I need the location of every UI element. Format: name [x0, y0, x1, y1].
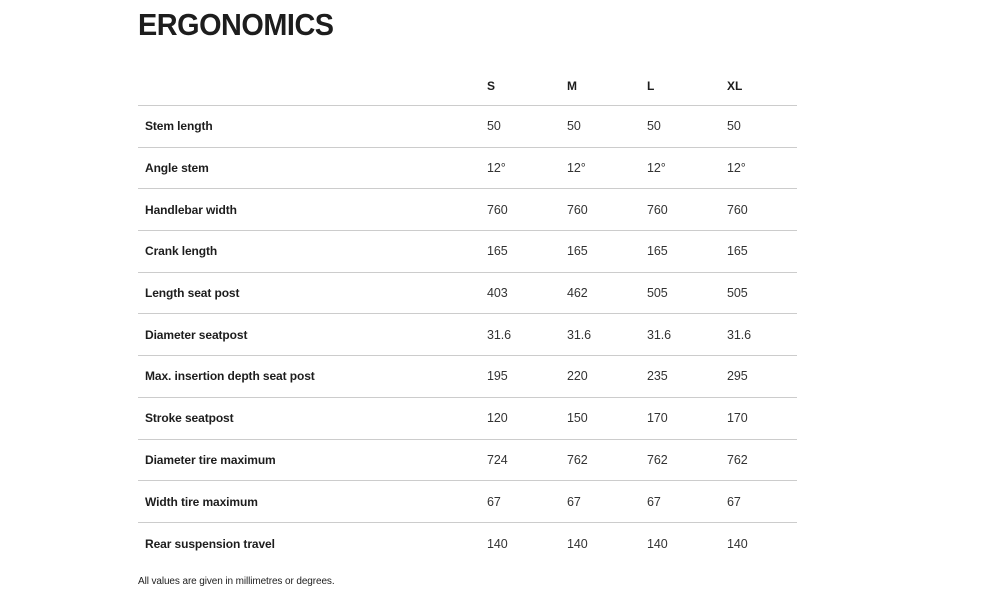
cell-value: 165 — [727, 244, 748, 259]
cell-value: 170 — [727, 411, 748, 426]
cell-value: 50 — [647, 119, 661, 134]
table-row: Max. insertion depth seat post 195 220 235 2… — [138, 356, 797, 398]
cell-value: 150 — [567, 411, 588, 426]
cell-value: 165 — [567, 244, 588, 259]
cell-value: 67 — [487, 494, 501, 509]
cell-value: 12° — [727, 161, 746, 176]
cell-value: 220 — [567, 369, 588, 384]
table-row: Rear suspension travel 140 140 140 140 — [138, 523, 797, 565]
table-row: Diameter tire maximum 724 762 762 762 — [138, 440, 797, 482]
cell-value: 295 — [727, 369, 748, 384]
row-label: Width tire maximum — [145, 494, 258, 509]
cell-value: 170 — [647, 411, 668, 426]
cell-value: 67 — [647, 494, 661, 509]
cell-value: 12° — [487, 161, 506, 176]
cell-value: 505 — [727, 286, 748, 301]
cell-value: 140 — [567, 536, 588, 551]
cell-value: 165 — [487, 244, 508, 259]
cell-value: 12° — [567, 161, 586, 176]
cell-value: 403 — [487, 286, 508, 301]
footnote: All values are given in millimetres or d… — [138, 576, 335, 587]
cell-value: 31.6 — [567, 327, 591, 342]
cell-value: 140 — [647, 536, 668, 551]
column-header-m: M — [567, 78, 577, 93]
cell-value: 67 — [727, 494, 741, 509]
row-label: Max. insertion depth seat post — [145, 369, 315, 384]
cell-value: 760 — [647, 202, 668, 217]
row-label: Diameter tire maximum — [145, 452, 276, 467]
table-row: Crank length 165 165 165 165 — [138, 231, 797, 273]
page-title: ERGONOMICS — [138, 7, 334, 42]
cell-value: 120 — [487, 411, 508, 426]
cell-value: 140 — [727, 536, 748, 551]
table-header-row: S M L XL — [138, 66, 797, 106]
row-label: Rear suspension travel — [145, 536, 275, 551]
cell-value: 195 — [487, 369, 508, 384]
cell-value: 760 — [487, 202, 508, 217]
table-row: Stem length 50 50 50 50 — [138, 106, 797, 148]
cell-value: 235 — [647, 369, 668, 384]
table-row: Diameter seatpost 31.6 31.6 31.6 31.6 — [138, 314, 797, 357]
column-header-l: L — [647, 78, 655, 93]
cell-value: 50 — [487, 119, 501, 134]
cell-value: 31.6 — [727, 327, 751, 342]
cell-value: 462 — [567, 286, 588, 301]
row-label: Handlebar width — [145, 202, 237, 217]
cell-value: 50 — [727, 119, 741, 134]
cell-value: 165 — [647, 244, 668, 259]
row-label: Diameter seatpost — [145, 327, 248, 342]
table-row: Handlebar width 760 760 760 760 — [138, 189, 797, 232]
row-label: Length seat post — [145, 286, 240, 301]
column-header-xl: XL — [727, 78, 743, 93]
row-label: Stem length — [145, 119, 213, 134]
cell-value: 762 — [647, 452, 668, 467]
cell-value: 50 — [567, 119, 581, 134]
table-row: Width tire maximum 67 67 67 67 — [138, 481, 797, 523]
row-label: Angle stem — [145, 161, 209, 176]
table-row: Angle stem 12° 12° 12° 12° — [138, 148, 797, 190]
cell-value: 31.6 — [487, 327, 511, 342]
cell-value: 724 — [487, 452, 508, 467]
ergonomics-table: S M L XL Stem length 50 50 50 50 Angle stem 12… — [138, 66, 797, 565]
table-row: Stroke seatpost 120 150 170 170 — [138, 398, 797, 440]
cell-value: 505 — [647, 286, 668, 301]
cell-value: 31.6 — [647, 327, 671, 342]
row-label: Crank length — [145, 244, 218, 259]
cell-value: 760 — [727, 202, 748, 217]
table-body: Stem length 50 50 50 50 Angle stem 12° 12° 12° 12… — [138, 106, 797, 565]
cell-value: 140 — [487, 536, 508, 551]
table-row: Length seat post 403 462 505 505 — [138, 273, 797, 315]
column-header-s: S — [487, 78, 496, 93]
row-label: Stroke seatpost — [145, 411, 234, 426]
cell-value: 762 — [727, 452, 748, 467]
cell-value: 762 — [567, 452, 588, 467]
cell-value: 67 — [567, 494, 581, 509]
cell-value: 760 — [567, 202, 588, 217]
cell-value: 12° — [647, 161, 666, 176]
